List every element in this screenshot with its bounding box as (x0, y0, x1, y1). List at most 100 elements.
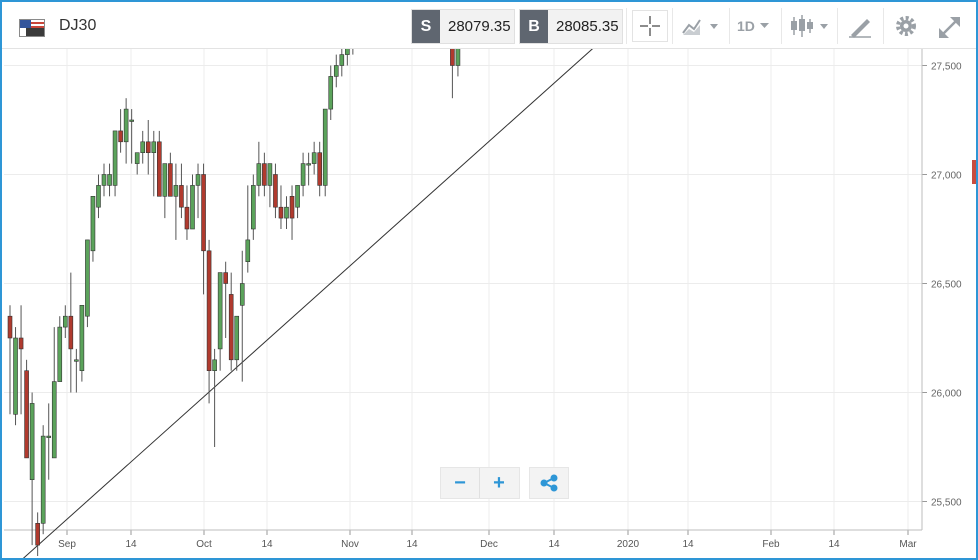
candle-up (328, 76, 334, 110)
symbol-label: DJ30 (59, 17, 97, 34)
candles-icon (791, 15, 828, 37)
toolbar: DJ30 S 28079.35 B 28085.35 (2, 2, 976, 49)
candle-down (206, 250, 212, 372)
candle-up (62, 315, 68, 328)
zoom-in-button[interactable]: + (480, 468, 518, 498)
x-tick-label: Oct (196, 539, 212, 550)
buy-price-button[interactable]: B 28085.35 (519, 9, 623, 44)
candle-up (306, 163, 311, 166)
candle-up (85, 239, 90, 317)
drawing-icon (849, 19, 871, 38)
candle-up (13, 337, 18, 415)
candle-up (322, 108, 328, 186)
candle-down (118, 130, 123, 143)
candle-up (217, 272, 223, 350)
crosshair-button[interactable] (632, 10, 668, 42)
candle-down (317, 152, 322, 186)
candle-up (173, 185, 179, 197)
candle-down (201, 174, 206, 252)
zoom-out-icon: − (454, 472, 466, 494)
candle-up (46, 435, 52, 438)
candle-up (162, 163, 168, 197)
drawing-tools-button[interactable] (845, 11, 875, 41)
candle-up (295, 185, 300, 208)
candle-down (223, 272, 228, 284)
candle-up (245, 239, 251, 262)
candle-up (190, 185, 195, 230)
y-tick-label: 26,500 (931, 280, 962, 291)
timeframe-button[interactable]: 1D (737, 11, 777, 41)
candle-up (74, 359, 79, 362)
chevron-down-icon (760, 23, 769, 28)
x-tick-label: Sep (58, 539, 76, 550)
sell-price-button[interactable]: S 28079.35 (411, 9, 515, 44)
candle-down (24, 370, 29, 459)
candle-up (40, 435, 46, 524)
x-tick-label: 14 (828, 539, 840, 550)
candle-down (262, 163, 267, 186)
candle-up (107, 174, 112, 186)
timeframe-label: 1D (737, 18, 755, 34)
candle-down (7, 315, 13, 339)
sell-label: S (412, 10, 440, 43)
trendline (22, 2, 646, 558)
candle-up (123, 108, 129, 143)
candle-up (151, 141, 157, 154)
candle-down (184, 206, 190, 230)
candle-up (339, 54, 345, 66)
candle-up (251, 185, 256, 230)
chart-type-button[interactable] (679, 11, 723, 41)
candle-up (51, 381, 57, 459)
candle-up (101, 174, 107, 186)
expand-icon (939, 17, 960, 38)
candle-up (239, 283, 245, 306)
x-tick-label: 2020 (617, 539, 640, 550)
candles-button[interactable] (787, 11, 831, 41)
candle-up (234, 315, 240, 361)
candle-down (68, 315, 74, 350)
candle-down (289, 196, 295, 219)
candle-down (18, 337, 24, 350)
x-tick-label: Feb (762, 539, 780, 550)
candle-down (179, 185, 184, 208)
buy-label: B (520, 10, 548, 43)
y-tick-label: 25,500 (931, 498, 962, 509)
expand-button[interactable] (937, 11, 963, 41)
candle-up (129, 119, 134, 122)
candle-down (168, 163, 173, 197)
settings-button[interactable] (892, 11, 920, 41)
x-tick-label: 14 (261, 539, 273, 550)
flag-icon (19, 19, 45, 37)
x-tick-label: 14 (682, 539, 694, 550)
candle-up (96, 185, 101, 208)
candle-up (195, 174, 201, 186)
candle-up (112, 130, 118, 186)
share-button[interactable] (530, 468, 568, 498)
candle-up (29, 403, 35, 480)
chart-type-icon (682, 19, 718, 35)
candle-up (300, 163, 306, 186)
candle-down (145, 141, 151, 154)
candle-up (79, 304, 85, 371)
scroll-marker (972, 160, 976, 184)
share-control (529, 467, 569, 499)
share-icon (540, 474, 558, 492)
candle-up (90, 196, 96, 252)
candle-up (134, 152, 140, 164)
x-tick-label: 14 (548, 539, 560, 550)
x-tick-label: Dec (480, 539, 498, 550)
x-tick-label: Nov (341, 539, 359, 550)
y-tick-label: 27,000 (931, 171, 962, 182)
candle-down (35, 522, 40, 546)
candle-up (256, 163, 262, 186)
crosshair-icon (640, 16, 660, 36)
candle-up (140, 141, 146, 154)
candle-up (57, 326, 63, 382)
sell-price: 28079.35 (448, 18, 511, 35)
y-tick-label: 26,000 (931, 389, 962, 400)
y-tick-label: 27,500 (931, 62, 962, 73)
candle-up (333, 65, 339, 77)
zoom-out-button[interactable]: − (441, 468, 479, 498)
